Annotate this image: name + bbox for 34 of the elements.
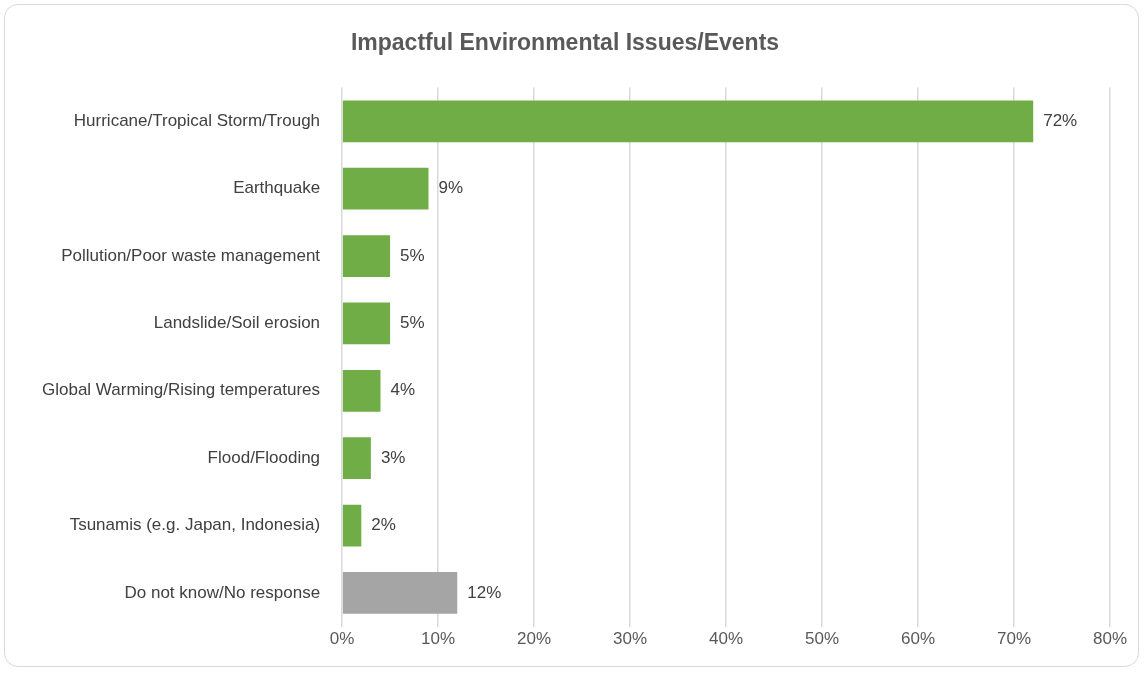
x-tick-label: 50%	[805, 629, 840, 649]
bar	[342, 235, 391, 277]
y-tick-label: Landslide/Soil erosion	[153, 313, 321, 333]
chart-title: Impactful Environmental Issues/Events	[350, 29, 780, 56]
y-tick-label: Tsunamis (e.g. Japan, Indonesia)	[69, 515, 321, 535]
bar	[342, 100, 1034, 143]
y-tick-label: Earthquake	[233, 178, 321, 198]
x-tick-label: 0%	[329, 629, 355, 649]
x-tick-label: 20%	[517, 629, 552, 649]
bar	[342, 572, 458, 614]
bar	[342, 504, 362, 547]
x-tick-label: 10%	[421, 629, 456, 649]
bar	[342, 437, 371, 480]
bar	[342, 302, 391, 345]
x-tick-label: 70%	[996, 629, 1032, 649]
x-tick-label: 40%	[709, 629, 744, 649]
data-label: 12%	[467, 582, 502, 602]
bar	[342, 369, 381, 412]
bar	[342, 167, 429, 210]
x-tick-label: 80%	[1092, 629, 1128, 649]
y-tick-label: Global Warming/Rising temperatures	[41, 380, 321, 400]
y-tick-label: Hurricane/Tropical Storm/Trough	[73, 110, 321, 130]
data-label: 5%	[400, 245, 425, 265]
y-tick-label: Do not know/No response	[124, 582, 321, 602]
x-tick-label: 30%	[613, 629, 648, 649]
data-label: 2%	[371, 515, 396, 535]
data-label: 9%	[438, 178, 464, 198]
y-tick-label: Pollution/Poor waste management	[61, 245, 321, 265]
x-tick-label: 60%	[901, 629, 936, 649]
data-label: 72%	[1043, 110, 1078, 130]
data-label: 3%	[380, 447, 406, 467]
data-label: 5%	[400, 313, 425, 333]
data-label: 4%	[390, 380, 416, 400]
y-tick-label: Flood/Flooding	[207, 447, 321, 467]
